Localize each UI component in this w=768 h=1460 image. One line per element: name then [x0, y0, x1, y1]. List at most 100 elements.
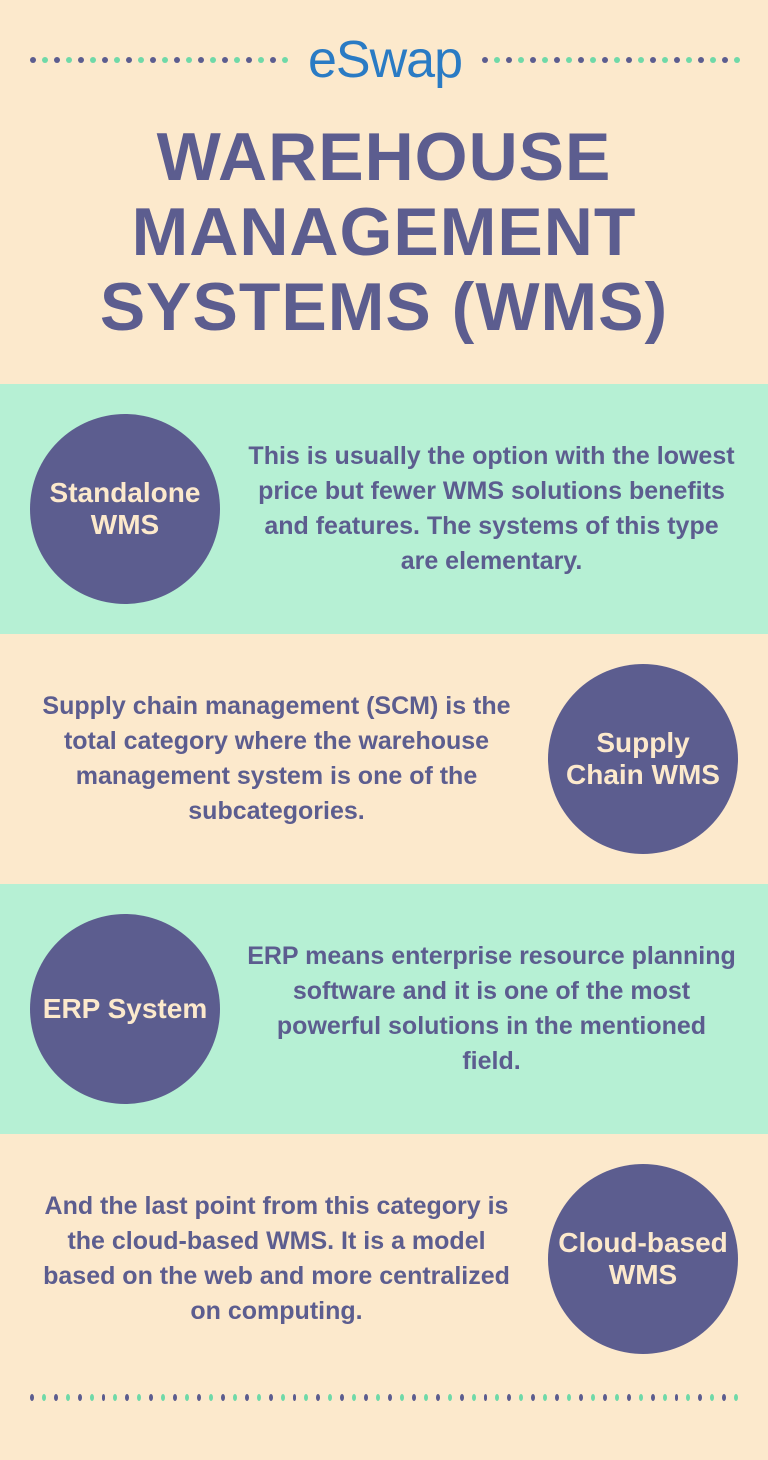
decorative-dot: [42, 57, 48, 63]
decorative-dot: [137, 1394, 141, 1401]
decorative-dot: [555, 1394, 559, 1401]
decorative-dot: [734, 57, 740, 63]
decorative-dot: [424, 1394, 428, 1401]
decorative-dot: [530, 57, 536, 63]
decorative-dot: [150, 57, 156, 63]
decorative-dot: [90, 57, 96, 63]
decorative-dot: [328, 1394, 332, 1401]
decorative-dot: [675, 1394, 679, 1401]
decorative-dot: [126, 57, 132, 63]
decorative-dot: [222, 57, 228, 63]
main-title: WAREHOUSE MANAGEMENT SYSTEMS (WMS): [50, 120, 718, 344]
wms-section: ERP SystemERP means enterprise resource …: [0, 884, 768, 1134]
decorative-dot: [722, 57, 728, 63]
decorative-dot: [506, 57, 512, 63]
header-dotted-line: eSwap: [30, 30, 738, 90]
decorative-dot: [352, 1394, 356, 1401]
section-circle-label: Standalone WMS: [30, 414, 220, 604]
decorative-dot: [90, 1394, 94, 1401]
decorative-dot: [591, 1394, 595, 1401]
decorative-dot: [221, 1394, 225, 1401]
decorative-dot: [161, 1394, 165, 1401]
decorative-dot: [412, 1394, 416, 1401]
decorative-dot: [364, 1394, 368, 1401]
decorative-dot: [138, 57, 144, 63]
decorative-dot: [698, 57, 704, 63]
section-description: And the last point from this category is…: [30, 1189, 523, 1329]
decorative-dot: [209, 1394, 213, 1401]
decorative-dot: [507, 1394, 511, 1401]
decorative-dot: [554, 57, 560, 63]
decorative-dot: [567, 1394, 571, 1401]
decorative-dot: [340, 1394, 344, 1401]
decorative-dot: [114, 57, 120, 63]
decorative-dot: [460, 1394, 464, 1401]
decorative-dot: [281, 1394, 285, 1401]
decorative-dot: [590, 57, 596, 63]
decorative-dot: [257, 1394, 261, 1401]
decorative-dot: [436, 1394, 440, 1401]
decorative-dot: [173, 1394, 177, 1401]
decorative-dot: [615, 1394, 619, 1401]
decorative-dot: [651, 1394, 655, 1401]
decorative-dot: [710, 1394, 714, 1401]
section-description: This is usually the option with the lowe…: [245, 439, 738, 579]
decorative-dot: [125, 1394, 129, 1401]
decorative-dot: [482, 57, 488, 63]
decorative-dot: [102, 57, 108, 63]
decorative-dot: [162, 57, 168, 63]
decorative-dot: [149, 1394, 153, 1401]
section-description: ERP means enterprise resource planning s…: [245, 939, 738, 1079]
decorative-dot: [603, 1394, 607, 1401]
decorative-dot: [663, 1394, 667, 1401]
decorative-dot: [54, 57, 60, 63]
decorative-dot: [54, 1394, 58, 1401]
decorative-dot: [519, 1394, 523, 1401]
section-circle-label: ERP System: [30, 914, 220, 1104]
wms-section: Supply chain management (SCM) is the tot…: [0, 634, 768, 884]
decorative-dot: [197, 1394, 201, 1401]
decorative-dot: [233, 1394, 237, 1401]
decorative-dot: [614, 57, 620, 63]
decorative-dot: [102, 1394, 106, 1401]
decorative-dot: [185, 1394, 189, 1401]
decorative-dot: [686, 1394, 690, 1401]
decorative-dot: [531, 1394, 535, 1401]
decorative-dot: [210, 57, 216, 63]
decorative-dot: [78, 1394, 82, 1401]
decorative-dot: [258, 57, 264, 63]
section-description: Supply chain management (SCM) is the tot…: [30, 689, 523, 829]
decorative-dot: [627, 1394, 631, 1401]
decorative-dot: [400, 1394, 404, 1401]
decorative-dot: [472, 1394, 476, 1401]
decorative-dot: [304, 1394, 308, 1401]
decorative-dot: [174, 57, 180, 63]
decorative-dot: [66, 1394, 70, 1401]
decorative-dot: [638, 57, 644, 63]
decorative-dot: [650, 57, 656, 63]
section-circle-label: Cloud-based WMS: [548, 1164, 738, 1354]
bottom-dotted-line: [0, 1384, 768, 1411]
decorative-dot: [234, 57, 240, 63]
logo: eSwap: [288, 30, 482, 90]
decorative-dot: [78, 57, 84, 63]
decorative-dot: [198, 57, 204, 63]
decorative-dot: [245, 1394, 249, 1401]
decorative-dot: [566, 57, 572, 63]
decorative-dot: [293, 1394, 297, 1401]
decorative-dot: [495, 1394, 499, 1401]
decorative-dot: [543, 1394, 547, 1401]
decorative-dot: [639, 1394, 643, 1401]
decorative-dot: [376, 1394, 380, 1401]
decorative-dot: [674, 57, 680, 63]
decorative-dot: [542, 57, 548, 63]
decorative-dot: [698, 1394, 702, 1401]
decorative-dot: [484, 1394, 488, 1401]
section-circle-label: Supply Chain WMS: [548, 664, 738, 854]
decorative-dot: [579, 1394, 583, 1401]
decorative-dot: [734, 1394, 738, 1401]
decorative-dot: [578, 57, 584, 63]
decorative-dot: [186, 57, 192, 63]
decorative-dot: [518, 57, 524, 63]
decorative-dot: [448, 1394, 452, 1401]
